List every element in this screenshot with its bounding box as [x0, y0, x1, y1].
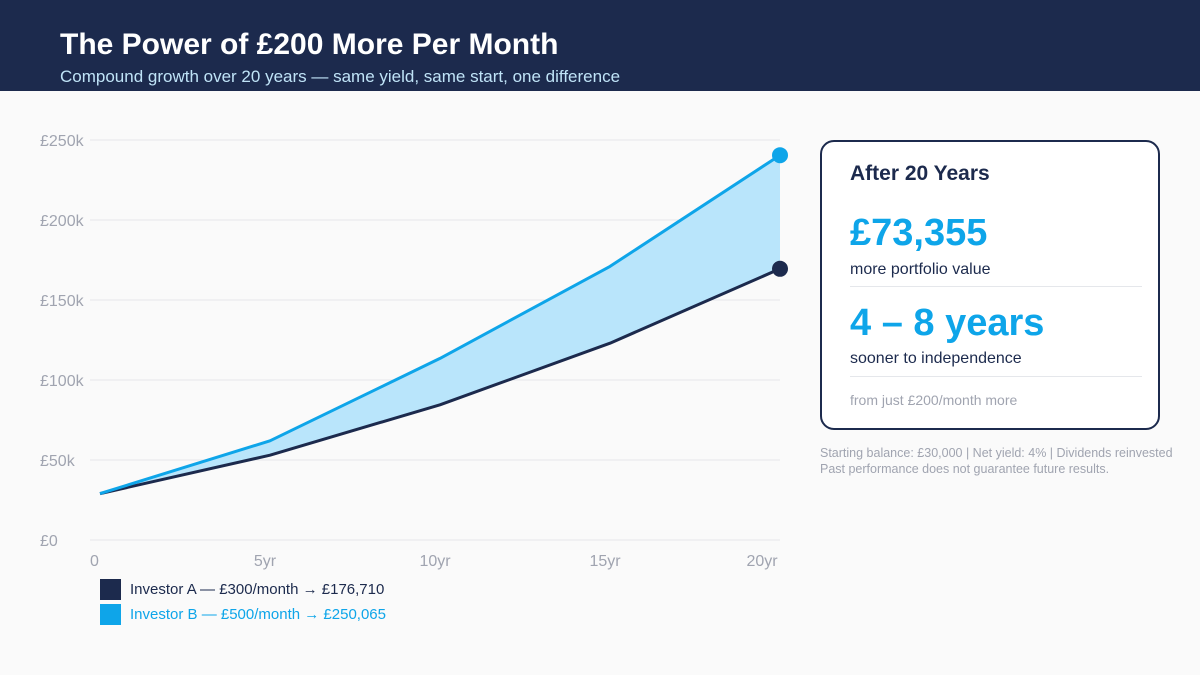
legend-swatch-a: [100, 579, 121, 600]
x-tick-label: 10yr: [419, 553, 451, 570]
gap-area: [100, 155, 780, 494]
y-tick-label: £250k: [40, 133, 85, 150]
data-point: [772, 260, 788, 277]
page-subtitle: Compound growth over 20 years — same yie…: [60, 67, 621, 86]
legend-label-b: Investor B — £500/month → £250,065: [130, 606, 386, 623]
divider: [850, 376, 1142, 377]
y-tick-label: £200k: [40, 213, 85, 230]
value-difference-label: more portfolio value: [850, 261, 991, 278]
summary-card: After 20 Years £73,355 more portfolio va…: [820, 140, 1160, 430]
y-tick-label: £50k: [40, 453, 76, 470]
data-point: [772, 147, 788, 164]
x-tick-label: 0: [90, 553, 99, 570]
x-tick-label: 20yr: [746, 553, 778, 570]
series-line-investor-b: [99, 153, 781, 496]
card-title: After 20 Years: [850, 162, 990, 185]
y-tick-label: £100k: [40, 373, 85, 390]
page-title: The Power of £200 More Per Month: [60, 28, 559, 61]
years-sooner-label: sooner to independence: [850, 350, 1022, 367]
legend-label-a: Investor A — £300/month → £176,710: [130, 581, 385, 598]
x-tick-label: 15yr: [589, 553, 621, 570]
legend-item-investor-b: Investor B — £500/month → £250,065: [100, 604, 386, 625]
header-banner: The Power of £200 More Per Month Compoun…: [0, 0, 1200, 91]
y-tick-label: £150k: [40, 293, 85, 310]
legend-item-investor-a: Investor A — £300/month → £176,710: [100, 579, 384, 600]
footnote-assumptions: Starting balance: £30,000 | Net yield: 4…: [820, 446, 1173, 460]
value-difference: £73,355: [850, 212, 988, 254]
y-tick-label: £0: [40, 533, 58, 550]
card-note: from just £200/month more: [850, 392, 1018, 408]
years-sooner: 4 – 8 years: [850, 302, 1045, 344]
legend-swatch-b: [100, 604, 121, 625]
footnote-disclaimer: Past performance does not guarantee futu…: [820, 462, 1110, 476]
series-line-investor-a: [99, 267, 781, 496]
x-tick-label: 5yr: [254, 553, 277, 570]
divider: [850, 286, 1142, 287]
